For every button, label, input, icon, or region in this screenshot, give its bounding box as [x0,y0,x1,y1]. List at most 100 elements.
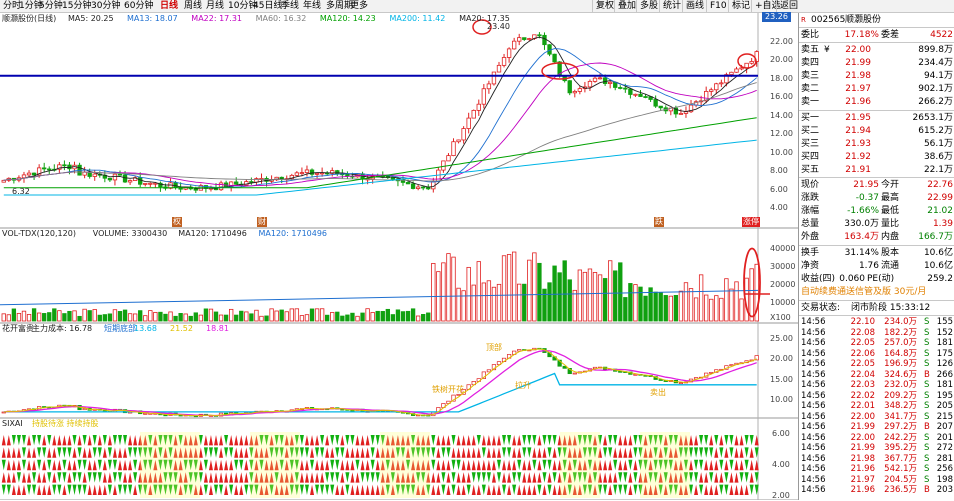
volume-bar [653,291,658,322]
period-tab[interactable]: 30分钟 [91,1,121,11]
period-tab[interactable]: 1分钟 [19,1,43,11]
period-tab[interactable]: 分时 [3,1,22,11]
period-tab[interactable]: 10分钟 [228,1,258,11]
volume-bar [345,314,350,322]
volume-bar [208,308,214,322]
signal-arrow [214,434,219,446]
candle-body [31,172,37,176]
signal-arrow [229,484,234,496]
candle-body [1,179,6,183]
quote-cell: 14:56 [801,369,826,380]
signal-arrow [112,447,117,458]
kline-svg[interactable] [0,13,798,500]
signal-arrow [249,472,254,483]
stats-row: 总量 330.0万 量比 1.39 [799,218,954,230]
signal-arrow [451,434,456,446]
signal-arrow [249,434,254,446]
candle-body [501,57,507,66]
toolbar-button[interactable]: 复权 [592,0,617,12]
toolbar-button[interactable]: 返回 [776,0,801,12]
signal-arrow [57,447,62,458]
signal-arrow [678,484,683,496]
signal-arrow [269,434,274,446]
period-tab[interactable]: 年线 [303,1,322,11]
quote-cell: 281 [936,453,953,464]
period-tab[interactable]: 45日线 [253,1,283,11]
signal-arrow [320,484,325,496]
candle-body [451,141,456,157]
signal-arrow [214,484,219,496]
quote-cell: 182.2万 [884,327,917,338]
event-marker: 权 [172,217,182,227]
signal-arrow [254,434,259,446]
volume-bar [557,272,562,322]
toolbar-button[interactable]: 画线 [682,0,707,12]
quote-cell: 164.8万 [884,348,917,359]
candle-body [633,93,638,96]
period-tab[interactable]: 月线 [206,1,225,11]
signal-arrow [446,472,451,483]
signal-arrow [577,472,582,483]
period-tab[interactable]: 多周期 [326,1,354,11]
signal-arrow [62,434,67,446]
volume-bar [628,283,633,322]
toolbar-button[interactable]: 多股 [636,0,661,12]
signal-arrow [82,447,87,458]
signal-arrow [304,434,309,446]
quote-cell: S [924,348,930,359]
period-tab[interactable]: 更多 [350,1,369,11]
signal-arrow [32,459,37,471]
quote-cell: S [924,432,930,443]
signal-arrow [623,472,628,483]
signal-arrow [587,434,592,446]
signal-arrow [148,459,153,471]
period-tab[interactable]: 5分钟 [39,1,63,11]
signal-arrow [203,434,208,446]
signal-arrow [451,459,456,471]
signal-arrow [481,447,486,458]
toolbar-button[interactable]: 标记 [728,0,753,12]
volume-bar [244,311,249,322]
quote-cell: S [924,474,930,485]
signal-arrow [284,434,289,446]
signal-arrow [633,459,638,471]
candle-body [481,88,487,105]
toolbar-button[interactable]: F10 [706,0,730,12]
signal-arrow [320,472,325,483]
period-tab[interactable]: 日线 [160,1,179,11]
signal-arrow [32,434,37,446]
period-tab[interactable]: 60分钟 [124,1,154,11]
quote-cell: 205 [936,401,953,411]
volume-bar [62,313,67,322]
tick-row: 14:56 21.99 395.2万 S 272 [799,443,954,453]
kline-chart-area[interactable]: 顺灏股份(日线) MA5: 20.25 MA13: 18.07 MA22: 17.31… [0,12,798,500]
signal-arrow [42,459,47,471]
period-tab[interactable]: 15分钟 [62,1,92,11]
toolbar-button[interactable]: 叠加 [614,0,639,12]
signal-arrow [87,484,92,496]
signal-arrow [724,484,729,496]
signal-arrow [325,447,330,458]
volume-bar [138,310,143,322]
signal-arrow [744,472,749,483]
signal-arrow [264,434,269,446]
toolbar-button[interactable]: 统计 [659,0,684,12]
volume-bar [26,314,32,322]
signal-arrow [704,434,709,446]
signal-arrow [92,484,97,496]
ma-legend: MA22: 17.31 [191,14,242,23]
toolbar-button[interactable]: +自选 [751,0,784,12]
quote-cell: 615.2万 [918,126,953,136]
quote-cell: 内盘 [881,232,900,242]
signal-arrow [527,434,532,446]
period-tab[interactable]: 季线 [281,1,300,11]
quote-cell: S [924,443,930,453]
signal-arrow [27,434,32,446]
signal-arrow [638,447,643,458]
buy-row: 买三 21.93 56.1万 [799,138,954,150]
period-tab[interactable]: 周线 [184,1,203,11]
signal-arrow [158,434,163,446]
indicator2-legend: 持股待涨 持续持股 [32,419,99,428]
signal-arrow [304,484,309,496]
signal-arrow [16,484,21,496]
